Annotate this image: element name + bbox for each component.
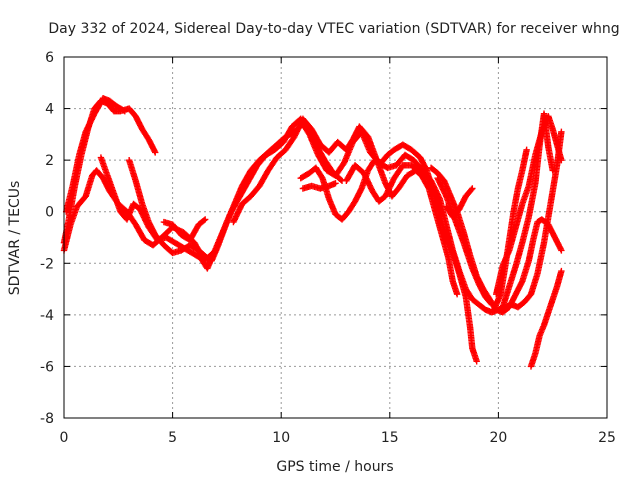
data-point	[121, 107, 129, 115]
data-point	[468, 186, 475, 193]
series-8	[297, 141, 480, 365]
series-17	[527, 267, 565, 370]
data-point	[469, 185, 476, 192]
data-point	[200, 217, 208, 224]
series-9	[299, 180, 339, 192]
series-5	[125, 156, 220, 262]
x-tick-label: 15	[381, 430, 399, 446]
y-tick-label: 2	[45, 153, 54, 169]
series-7	[230, 115, 428, 226]
data-point	[558, 267, 565, 275]
y-tick-label: -6	[40, 359, 54, 375]
data-point	[558, 156, 565, 164]
data-point	[523, 146, 530, 154]
series-2	[62, 95, 129, 215]
data-marks	[60, 95, 565, 370]
x-tick-label: 0	[60, 430, 69, 446]
x-tick-label: 10	[272, 430, 290, 446]
data-point	[212, 247, 220, 254]
data-point	[558, 128, 565, 135]
series-3	[60, 120, 565, 316]
y-tick-label: 4	[45, 102, 54, 118]
data-point	[337, 176, 345, 184]
x-tick-label: 5	[168, 430, 177, 446]
y-tick-label: -2	[40, 256, 54, 272]
series-10	[343, 162, 461, 298]
y-tick-label: 6	[45, 50, 54, 66]
series-13	[443, 185, 476, 221]
plot-frame	[63, 56, 608, 419]
x-tick-label: 20	[489, 430, 507, 446]
data-point	[332, 180, 339, 187]
y-axis-label: SDTVAR / TECUs	[7, 181, 23, 296]
x-axis-label: GPS time / hours	[276, 459, 393, 475]
data-point	[152, 149, 159, 156]
tick-layer: 0 5 10 15 20 25 -8 -6 -4 -2 0 2 4 6	[40, 50, 616, 446]
data-point	[558, 247, 565, 254]
series-16	[499, 110, 556, 311]
data-point	[211, 248, 219, 255]
data-point	[120, 107, 127, 114]
x-tick-label: 25	[598, 430, 616, 446]
series-4	[97, 115, 346, 272]
data-point	[201, 216, 209, 223]
y-tick-label: 0	[45, 205, 54, 221]
series-6	[160, 216, 209, 244]
data-point	[549, 167, 556, 174]
y-tick-label: -8	[40, 411, 54, 427]
data-point	[487, 300, 495, 307]
chart-title: Day 332 of 2024, Sidereal Day-to-day VTE…	[48, 21, 619, 37]
data-point	[473, 358, 480, 365]
y-tick-label: -4	[40, 308, 54, 324]
data-point	[453, 291, 461, 298]
